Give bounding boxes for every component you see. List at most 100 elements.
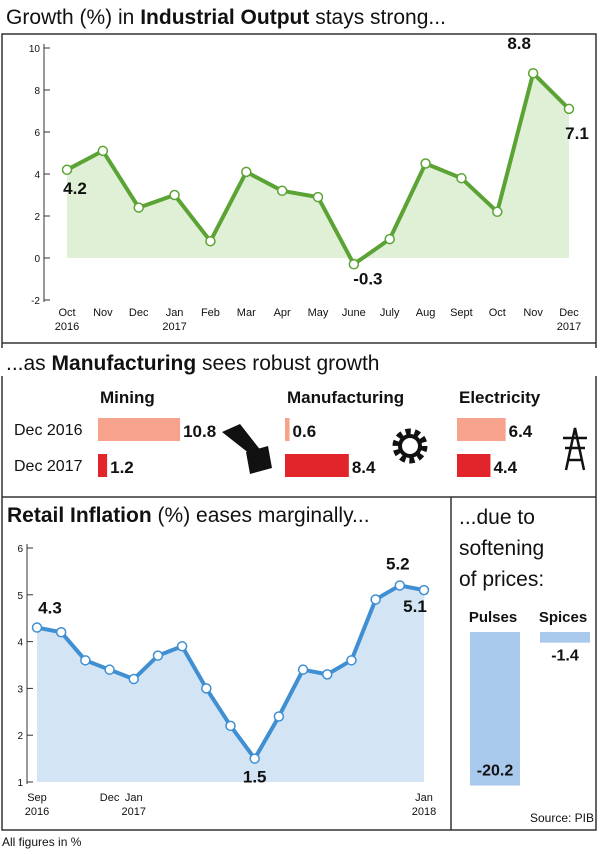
value-label: 1.5 <box>243 768 267 787</box>
text-line: 2016 <box>25 806 49 818</box>
marker <box>97 145 109 157</box>
x-tick-label: Dec <box>129 307 149 319</box>
bar <box>98 454 108 477</box>
title-part: Retail Inflation <box>7 504 152 527</box>
frame <box>1 33 597 831</box>
y-tick-label: 8 <box>34 86 40 97</box>
marker <box>176 641 188 652</box>
value-label: 4.4 <box>493 458 517 477</box>
y-tick-label: 2 <box>17 731 23 742</box>
value-label: 4.3 <box>38 599 62 618</box>
y-tick-label: -2 <box>31 296 40 307</box>
x-tick-label: Oct <box>489 307 506 319</box>
text-line: Jan <box>125 792 143 804</box>
x-tick-label: Jan 2018 <box>412 792 436 818</box>
title-part: (%) eases marginally... <box>158 504 370 527</box>
chart-title: ...as Manufacturing sees robust growth <box>6 352 379 375</box>
panel-title: Electricity <box>459 388 541 407</box>
icon-part <box>564 427 586 471</box>
text-line: Jan <box>415 792 433 804</box>
value-label: 8.4 <box>352 458 376 477</box>
icon-part <box>246 446 272 474</box>
area <box>37 585 424 782</box>
marker <box>205 235 216 247</box>
x-tick-label: Sept <box>450 307 473 319</box>
x-tick-label: Dec <box>100 792 120 804</box>
title-part: ...as <box>6 352 46 375</box>
x-tick-label: Sep 2016 <box>25 792 49 818</box>
y-tick-label: 3 <box>17 684 23 695</box>
value-label: 7.1 <box>565 124 589 143</box>
text-line: ...due to <box>459 506 535 529</box>
icon-part <box>398 434 422 458</box>
hammer-icon <box>222 424 272 474</box>
bar <box>470 632 520 786</box>
value-label: 1.2 <box>110 458 134 477</box>
value-label: -0.3 <box>353 269 382 288</box>
marker <box>241 166 252 178</box>
bar <box>457 454 491 477</box>
text-line: Jan <box>166 307 184 319</box>
marker <box>312 191 324 203</box>
x-tick-label: Spices <box>539 609 587 626</box>
x-tick-label: Mar <box>237 307 256 319</box>
chart-title: Growth (%) in Industrial Output stays st… <box>6 6 446 29</box>
text-line: of prices: <box>459 568 544 591</box>
text-line: 2017 <box>557 321 581 333</box>
x-tick-label: Apr <box>274 307 291 319</box>
marker <box>273 711 285 722</box>
x-tick-label: May <box>308 307 329 319</box>
title-part: Manufacturing <box>52 352 197 375</box>
marker <box>394 580 406 591</box>
text-line: 2018 <box>412 806 436 818</box>
x-tick-label: Aug <box>416 307 436 319</box>
marker <box>384 233 395 245</box>
marker <box>276 185 288 197</box>
x-tick-label: Feb <box>201 307 220 319</box>
title-band <box>0 348 600 376</box>
panel-title: Manufacturing <box>287 388 404 407</box>
text-line: Dec <box>559 307 579 319</box>
marker <box>133 202 144 213</box>
title-part: Industrial Output <box>140 6 309 29</box>
title-part: sees robust growth <box>202 352 379 375</box>
marker <box>249 753 260 764</box>
marker <box>128 673 139 685</box>
icon-part <box>392 428 428 464</box>
text-line: Sep <box>27 792 47 804</box>
icon-part <box>222 424 262 458</box>
marker <box>152 650 164 661</box>
category-label: Dec 2017 <box>14 458 83 475</box>
chart-title: ...due to softening of prices: <box>459 506 544 591</box>
y-tick-label: 6 <box>34 128 40 139</box>
marker <box>31 622 43 633</box>
x-tick-label: Dec 2017 <box>557 307 581 333</box>
x-tick-label: Pulses <box>469 609 517 626</box>
marker <box>80 655 91 666</box>
value-label: 0.6 <box>293 422 317 441</box>
y-tick-label: 10 <box>29 44 41 55</box>
x-tick-label: Jan 2017 <box>162 307 186 333</box>
panel-title: Mining <box>100 388 155 407</box>
text-line: softening <box>459 537 544 560</box>
frame-border <box>1 33 597 831</box>
title-part: stays strong... <box>315 6 446 29</box>
text-line: 2016 <box>55 321 79 333</box>
marker <box>61 164 73 176</box>
category-label: Dec 2016 <box>14 422 83 439</box>
marker <box>322 669 333 680</box>
bar <box>457 418 506 441</box>
value-label: 5.1 <box>403 597 427 616</box>
y-tick-label: 1 <box>17 778 23 789</box>
title-part: Growth (%) in <box>6 6 134 29</box>
value-label: 8.8 <box>507 34 531 53</box>
title-band <box>0 0 600 33</box>
text-line: Oct <box>58 307 75 319</box>
area <box>67 73 569 265</box>
text-line: 2017 <box>122 806 146 818</box>
y-tick-label: 5 <box>17 591 23 602</box>
marker <box>104 664 115 675</box>
footnote: All figures in % <box>2 835 82 849</box>
